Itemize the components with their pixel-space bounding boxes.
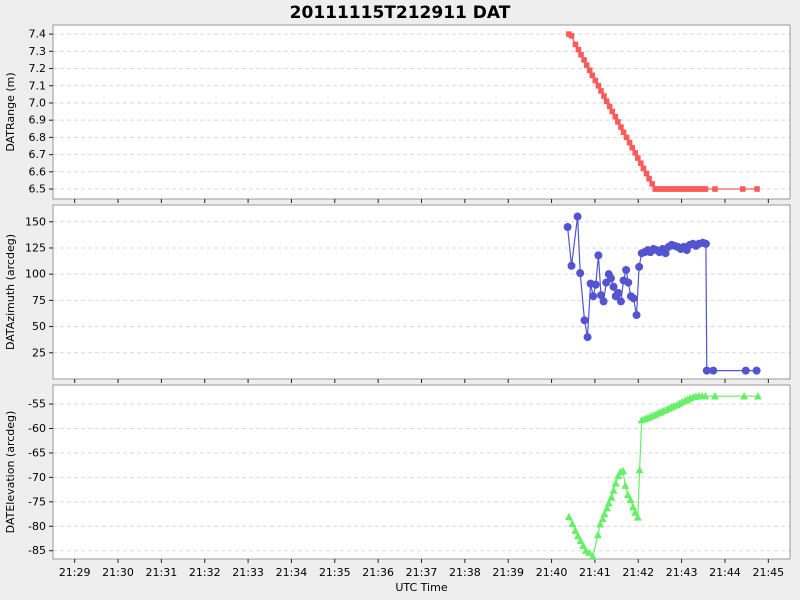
x-tick-label: 21:45 bbox=[752, 566, 784, 579]
x-tick-label: 21:44 bbox=[709, 566, 741, 579]
y-tick-label: -65 bbox=[28, 446, 46, 459]
x-axis-label: UTC Time bbox=[395, 581, 448, 594]
y-tick-label: -85 bbox=[28, 544, 46, 557]
x-tick-label: 21:37 bbox=[406, 566, 438, 579]
y-tick-label: 125 bbox=[25, 241, 46, 254]
x-tick-label: 21:41 bbox=[579, 566, 611, 579]
x-tick-label: 21:39 bbox=[492, 566, 524, 579]
subplot-azimuth: 150 125 100 75 50 25 DATAzimuth (arcdeg) bbox=[4, 204, 791, 383]
y-tick-label: 7.4 bbox=[29, 28, 47, 41]
y-tick-label: 6.6 bbox=[29, 165, 47, 178]
y-tick-label: 6.7 bbox=[29, 148, 47, 161]
x-tick-label: 21:33 bbox=[232, 566, 264, 579]
subplot-elevation: -55 -60 -65 -70 -75 -80 -85 DATElevation (arcde… bbox=[4, 384, 791, 579]
series-markers-range bbox=[566, 31, 760, 192]
x-tick-label: 21:40 bbox=[536, 566, 568, 579]
y-tick-label: 25 bbox=[32, 346, 46, 359]
series-markers-elevation bbox=[564, 392, 762, 560]
y-tick-label: 50 bbox=[32, 320, 46, 333]
y-tick-label: 75 bbox=[32, 294, 46, 307]
x-tick-label: 21:32 bbox=[189, 566, 221, 579]
x-tick-label: 21:36 bbox=[362, 566, 394, 579]
chart-title: 20111115T212911 DAT bbox=[289, 3, 511, 23]
y-tick-label: 7.1 bbox=[29, 79, 47, 92]
y-tick-label: -75 bbox=[28, 495, 46, 508]
y-tick-label: 6.8 bbox=[29, 131, 47, 144]
y-tick-label: 150 bbox=[25, 215, 46, 228]
x-tick-label: 21:31 bbox=[146, 566, 178, 579]
y-tick-label: 6.9 bbox=[29, 114, 47, 127]
x-tick-label: 21:38 bbox=[449, 566, 481, 579]
x-tick-label: 21:42 bbox=[622, 566, 654, 579]
x-tick-label: 21:30 bbox=[102, 566, 134, 579]
y-tick-label: 7.3 bbox=[29, 45, 47, 58]
y-tick-label: 6.5 bbox=[29, 183, 47, 196]
y-tick-label: 7.0 bbox=[29, 96, 47, 109]
y-tick-label: -70 bbox=[28, 471, 46, 484]
x-tick-label: 21:29 bbox=[59, 566, 91, 579]
y-tick-label: -80 bbox=[28, 520, 46, 533]
x-tick-label: 21:35 bbox=[319, 566, 351, 579]
y-axis-title-range: DATRange (m) bbox=[4, 72, 17, 151]
x-tick-label: 21:43 bbox=[666, 566, 698, 579]
y-axis-title-azimuth: DATAzimuth (arcdeg) bbox=[4, 234, 17, 350]
y-tick-label: -60 bbox=[28, 422, 46, 435]
y-tick-label: 100 bbox=[25, 268, 46, 281]
y-axis-title-elevation: DATElevation (arcdeg) bbox=[4, 411, 17, 534]
x-tick-label: 21:34 bbox=[276, 566, 308, 579]
series-markers-azimuth bbox=[563, 212, 761, 375]
subplot-range: 7.4 7.3 7.2 7.1 7.0 6.9 6.8 6.7 6.6 6.5 DATRange (… bbox=[4, 24, 791, 203]
y-tick-label: 7.2 bbox=[29, 62, 47, 75]
y-tick-label: -55 bbox=[28, 398, 46, 411]
